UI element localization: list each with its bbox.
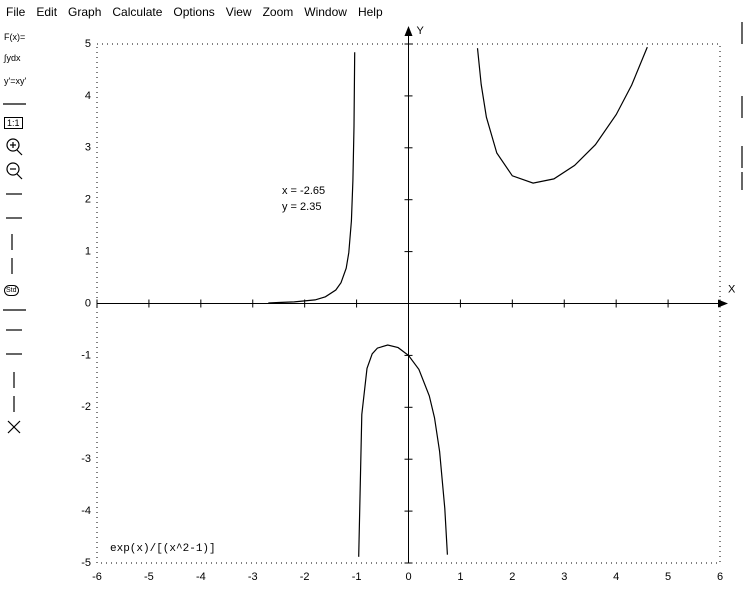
y-tick-label: -5	[81, 557, 91, 569]
menu-bar: File Edit Graph Calculate Options View Zoom Win…	[0, 0, 745, 24]
y-tick-label: 0	[85, 297, 91, 309]
menu-item[interactable]: File	[6, 5, 26, 19]
menu-item[interactable]: Calculate	[112, 5, 163, 19]
x-tick-label: -3	[248, 571, 258, 583]
trace-x: x = -2.65	[282, 185, 325, 197]
y-tick-label: -4	[81, 505, 91, 517]
y-tick-label: 5	[85, 38, 91, 50]
y-tick-label: -1	[81, 349, 91, 361]
menu-item[interactable]: Zoom	[262, 5, 294, 19]
y-tick-label: -3	[81, 453, 91, 465]
tool-ode[interactable]: y'=xy'	[4, 76, 27, 86]
y-tick-label: 3	[85, 142, 91, 154]
x-tick-label: 2	[509, 571, 515, 583]
tool-fx[interactable]: F(x)=	[4, 32, 26, 42]
y-arrow	[404, 26, 413, 36]
toolbar-icons	[3, 22, 743, 434]
y-tick-label: -2	[81, 401, 91, 413]
y-tick-label: 2	[85, 194, 91, 206]
x-tick-label: -4	[196, 571, 206, 583]
x-tick-label: 6	[717, 571, 723, 583]
tool-std[interactable]: Std	[4, 285, 19, 296]
function-curve	[268, 46, 648, 557]
x-tick-label: 4	[613, 571, 619, 583]
menu-item[interactable]: Options	[173, 5, 215, 19]
x-tick-label: -2	[300, 571, 310, 583]
tool-integral[interactable]: ∫ydx	[4, 53, 21, 63]
tool-ratio[interactable]: 1:1	[4, 117, 23, 129]
menu-item[interactable]: Graph	[68, 5, 102, 19]
menu-item[interactable]: View	[225, 5, 252, 19]
menu-item[interactable]: Help	[357, 5, 383, 19]
menu-item[interactable]: Edit	[36, 5, 58, 19]
trace-y: y = 2.35	[282, 201, 321, 213]
y-axis-label: Y	[417, 25, 425, 37]
function-label: exp(x)/[(x^2-1)]	[110, 543, 216, 555]
x-tick-label: -6	[92, 571, 102, 583]
x-tick-label: 0	[405, 571, 411, 583]
x-tick-label: 1	[457, 571, 463, 583]
y-tick-label: 1	[85, 246, 91, 258]
y-tick-label: 4	[85, 90, 91, 102]
x-tick-label: 5	[665, 571, 671, 583]
x-tick-label: 3	[561, 571, 567, 583]
menu-item[interactable]: Window	[304, 5, 347, 19]
x-axis-label: X	[728, 283, 736, 295]
x-tick-label: -1	[352, 571, 362, 583]
x-tick-label: -5	[144, 571, 154, 583]
